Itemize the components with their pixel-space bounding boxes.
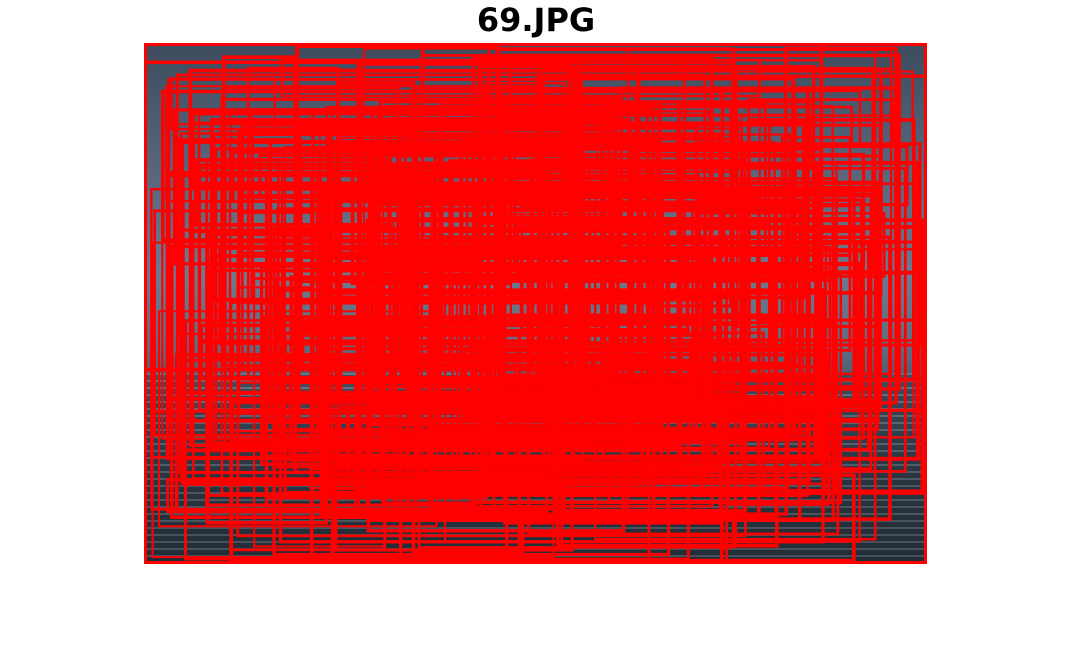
detection-box [238, 127, 579, 414]
detection-box [403, 136, 505, 386]
detection-box [191, 111, 661, 189]
detection-box [336, 420, 825, 464]
photo-with-detection-boxes [144, 43, 927, 564]
bounding-box-overlay [144, 43, 927, 564]
detection-box [153, 209, 694, 437]
detection-box [229, 300, 387, 552]
detection-box [488, 313, 817, 460]
detection-box [698, 212, 886, 278]
detection-box [816, 160, 920, 461]
detection-box [276, 207, 802, 469]
detection-box [365, 218, 835, 523]
detection-box [515, 225, 920, 275]
detection-box [165, 85, 543, 203]
detection-box [358, 62, 572, 255]
detection-box [727, 353, 830, 506]
detection-box [151, 241, 555, 559]
detection-box [333, 190, 852, 257]
detection-box [610, 200, 804, 392]
detection-box [205, 187, 478, 507]
detection-box [289, 275, 745, 346]
detection-box [300, 327, 497, 368]
figure-title: 69.JPG [476, 1, 596, 39]
detection-box [630, 241, 871, 452]
detection-box [188, 121, 680, 448]
detection-box [553, 187, 747, 513]
detection-box [472, 215, 649, 283]
detection-box [325, 268, 790, 491]
detection-box [259, 264, 720, 466]
detection-box [740, 113, 812, 167]
detection-box [211, 132, 723, 302]
detection-box [250, 108, 655, 305]
